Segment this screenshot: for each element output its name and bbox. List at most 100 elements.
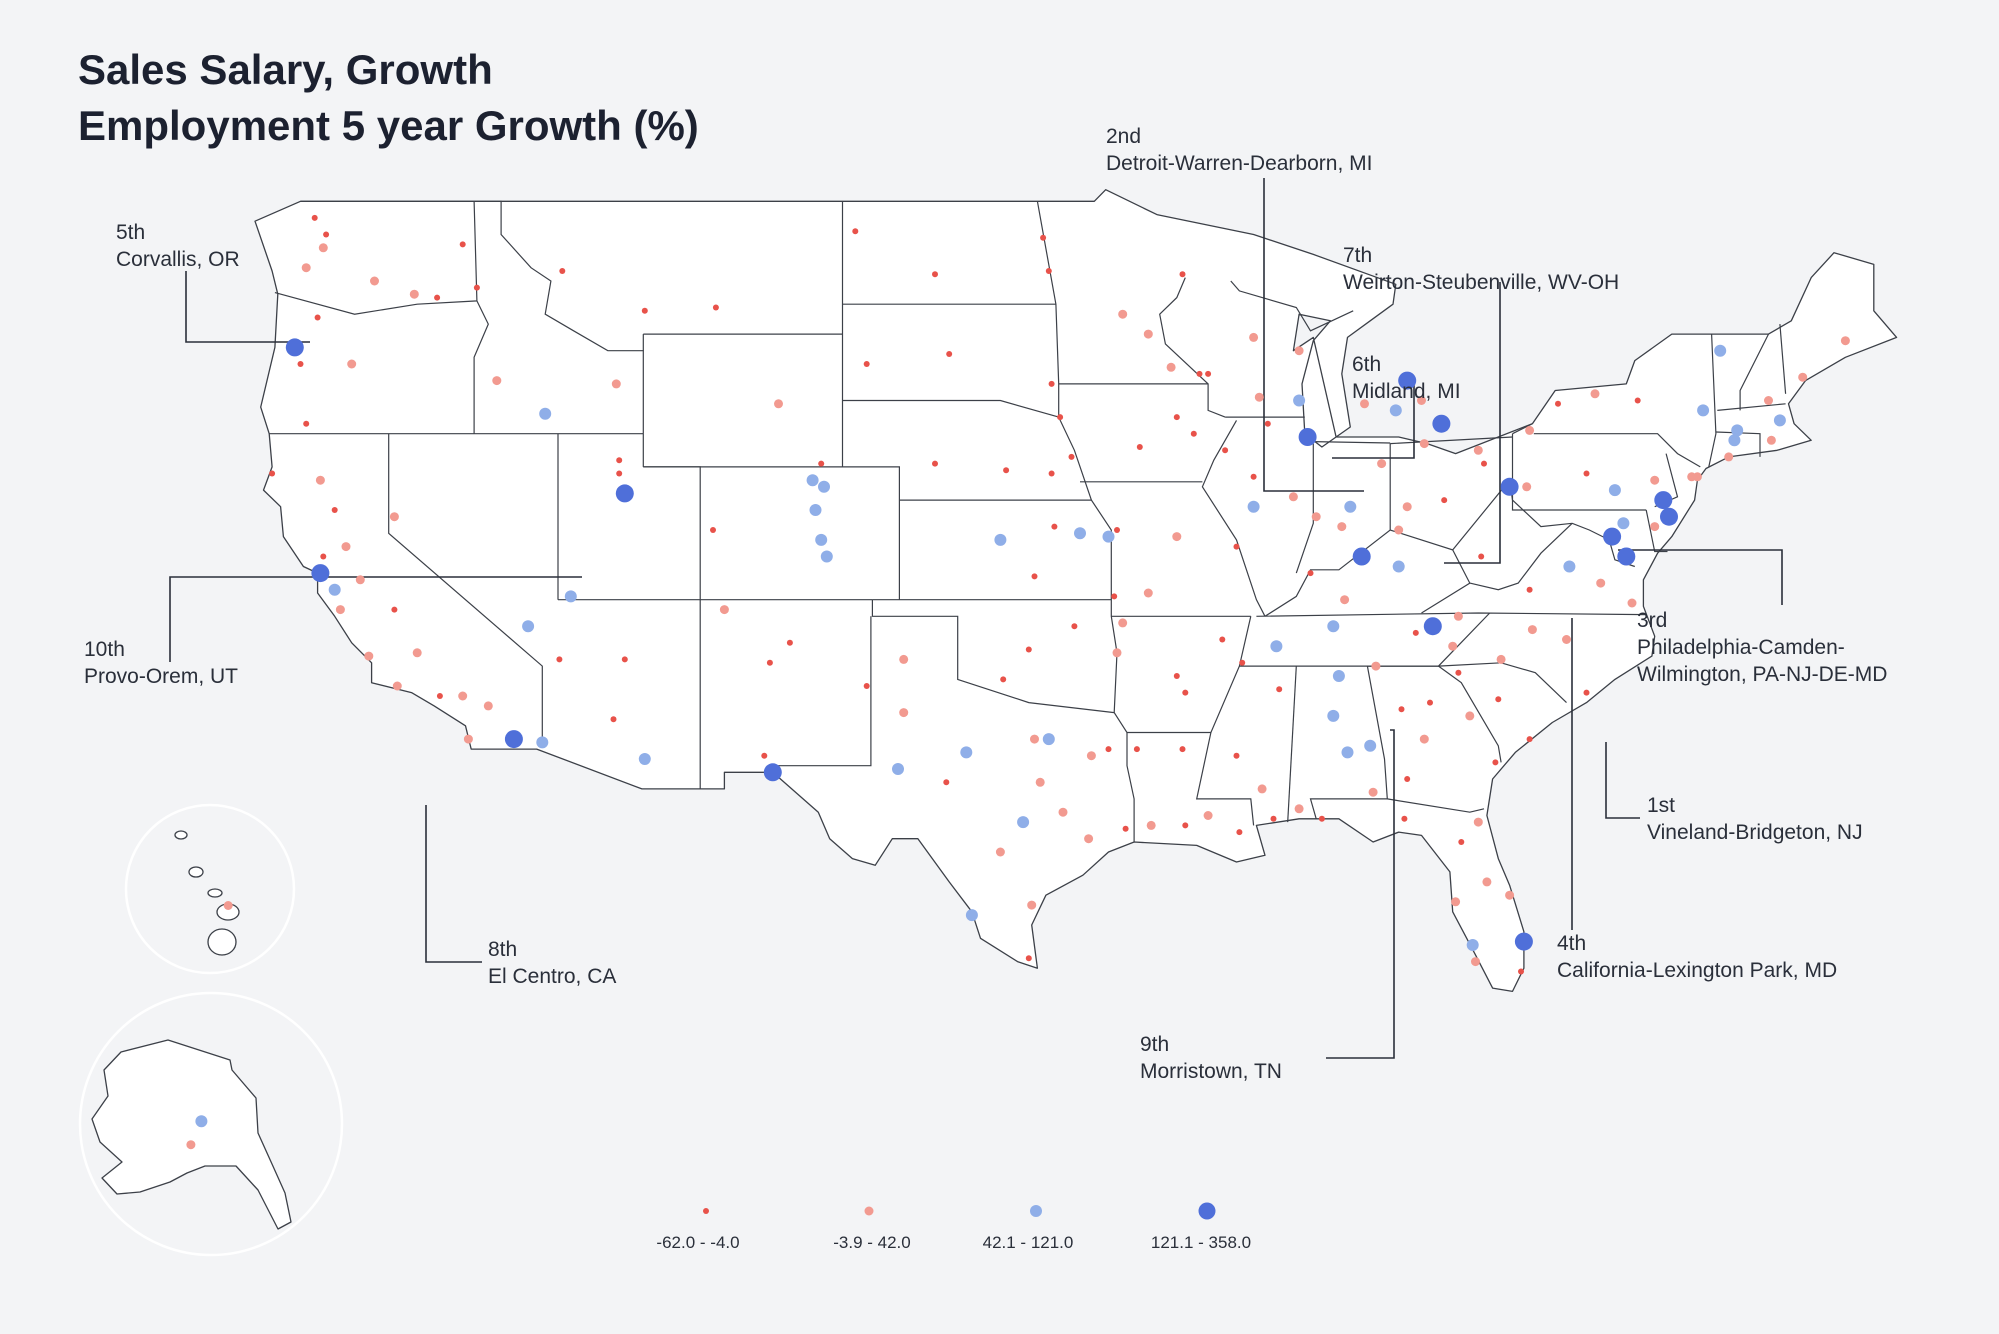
state-boundary: [842, 399, 1059, 418]
metro-point-bin-2: [318, 243, 328, 253]
metro-point-bin-4: [311, 564, 330, 583]
metro-point-bin-2: [1473, 445, 1483, 455]
metro-point-bin-1: [946, 351, 953, 357]
metro-point-bin-4: [1603, 527, 1622, 546]
metro-point-bin-4: [504, 730, 523, 749]
metro-point-bin-1: [1526, 736, 1533, 743]
metro-point-bin-1: [1441, 497, 1448, 504]
metro-point-bin-4: [1654, 491, 1673, 510]
callout-rank-6: 6th: [1352, 353, 1381, 376]
metro-point-bin-1: [621, 656, 628, 663]
metro-point-bin-1: [616, 457, 623, 464]
callout-leader-10: [169, 576, 582, 662]
metro-point-bin-2: [483, 701, 493, 711]
hawaii-point-bin-2: [223, 901, 233, 910]
state-boundary: [1256, 612, 1647, 617]
metro-point-bin-1: [1057, 414, 1064, 421]
alaska-point-bin-2: [186, 1140, 196, 1150]
metro-point-bin-3: [1327, 620, 1340, 633]
metro-point-bin-1: [1478, 553, 1485, 560]
state-boundary: [1438, 665, 1502, 763]
state-boundary: [1717, 403, 1786, 411]
metro-point-bin-2: [899, 708, 909, 718]
metro-point-bin-2: [1766, 435, 1776, 445]
metro-point-bin-1: [1179, 271, 1186, 278]
callout-name-7: Weirton-Steubenville, WV-OH: [1343, 271, 1619, 294]
metro-point-bin-2: [412, 648, 422, 658]
metro-point-bin-1: [1404, 776, 1411, 782]
metro-point-bin-2: [1417, 396, 1426, 405]
metro-point-bin-2: [1172, 532, 1182, 542]
metro-point-bin-1: [1136, 444, 1143, 450]
metro-point-bin-1: [710, 527, 716, 533]
state-boundary: [1295, 443, 1314, 574]
callout-name-3-line2: Wilmington, PA-NJ-DE-MD: [1637, 663, 1887, 686]
state-boundary: [1779, 324, 1787, 394]
metro-point-bin-2: [1086, 751, 1096, 761]
metro-point-bin-2: [1288, 492, 1298, 502]
state-boundary: [473, 300, 489, 434]
metro-point-bin-2: [1419, 734, 1429, 744]
metro-point-bin-1: [1133, 746, 1140, 753]
callout-leader-9: [1326, 729, 1395, 1059]
metro-point-bin-1: [1040, 234, 1047, 241]
callout-name-2: Detroit-Warren-Dearborn, MI: [1106, 152, 1372, 175]
metro-point-bin-3: [1270, 640, 1283, 653]
metro-point-bin-2: [1294, 346, 1304, 356]
callout-name-1: Vineland-Bridgeton, NJ: [1647, 821, 1863, 844]
metro-point-bin-4: [1352, 547, 1371, 566]
metro-point-bin-2: [1143, 329, 1153, 339]
metro-point-bin-3: [1773, 414, 1786, 427]
metro-point-bin-1: [556, 656, 563, 663]
metro-point-bin-2: [1453, 611, 1463, 621]
metro-point-bin-1: [1250, 473, 1257, 480]
metro-point-bin-3: [1697, 404, 1710, 417]
metro-point-bin-2: [1798, 372, 1808, 382]
metro-point-bin-1: [1182, 689, 1189, 696]
metro-point-bin-1: [323, 231, 330, 238]
metro-point-bin-2: [463, 734, 473, 744]
us-states-layer: [254, 189, 1898, 993]
metro-point-bin-2: [409, 289, 419, 299]
metro-point-bin-1: [559, 268, 566, 274]
metro-point-bin-2: [1590, 389, 1600, 399]
metro-point-bin-1: [459, 241, 466, 248]
metro-point-bin-3: [1327, 709, 1340, 722]
state-boundary: [1230, 280, 1354, 332]
state-boundary: [474, 200, 644, 434]
metro-point-bin-1: [1071, 623, 1078, 630]
callout-leader-5: [185, 271, 310, 343]
callout-leader-3: [1618, 549, 1783, 605]
metro-point-bin-1: [1179, 746, 1186, 753]
metro-point-bin-1: [311, 214, 318, 221]
metro-point-bin-2: [1525, 425, 1535, 435]
state-boundary: [1036, 201, 1135, 842]
state-boundary: [871, 599, 1115, 714]
metro-point-bin-1: [1412, 629, 1419, 636]
metro-point-bin-3: [1332, 670, 1345, 682]
callout-rank-7: 7th: [1343, 244, 1372, 267]
callout-name-10: Provo-Orem, UT: [84, 665, 238, 688]
metro-point-bin-3: [1466, 939, 1479, 951]
hawaii-island-2: [188, 866, 204, 878]
metro-point-bin-1: [786, 639, 793, 646]
metro-point-bin-2: [1650, 475, 1660, 485]
metro-point-bin-2: [364, 651, 374, 661]
metro-point-bin-1: [303, 420, 310, 427]
metro-point-bin-4: [1660, 507, 1678, 526]
metro-point-bin-1: [1025, 955, 1032, 962]
metro-point-bin-1: [712, 304, 719, 311]
metro-point-bin-2: [1294, 804, 1304, 814]
metro-point-bin-2: [1166, 362, 1176, 372]
metro-point-bin-1: [766, 659, 773, 666]
metro-point-bin-1: [331, 507, 338, 513]
metro-point-bin-2: [1724, 452, 1734, 462]
metro-point-bin-1: [1031, 573, 1038, 580]
metro-point-bin-2: [1527, 625, 1537, 635]
metro-point-bin-1: [1122, 825, 1129, 832]
metro-point-bin-1: [616, 470, 623, 477]
metro-point-bin-2: [1360, 399, 1369, 409]
metro-point-bin-2: [458, 691, 468, 701]
metro-point-bin-2: [1840, 336, 1850, 346]
metro-point-bin-1: [1398, 706, 1405, 713]
